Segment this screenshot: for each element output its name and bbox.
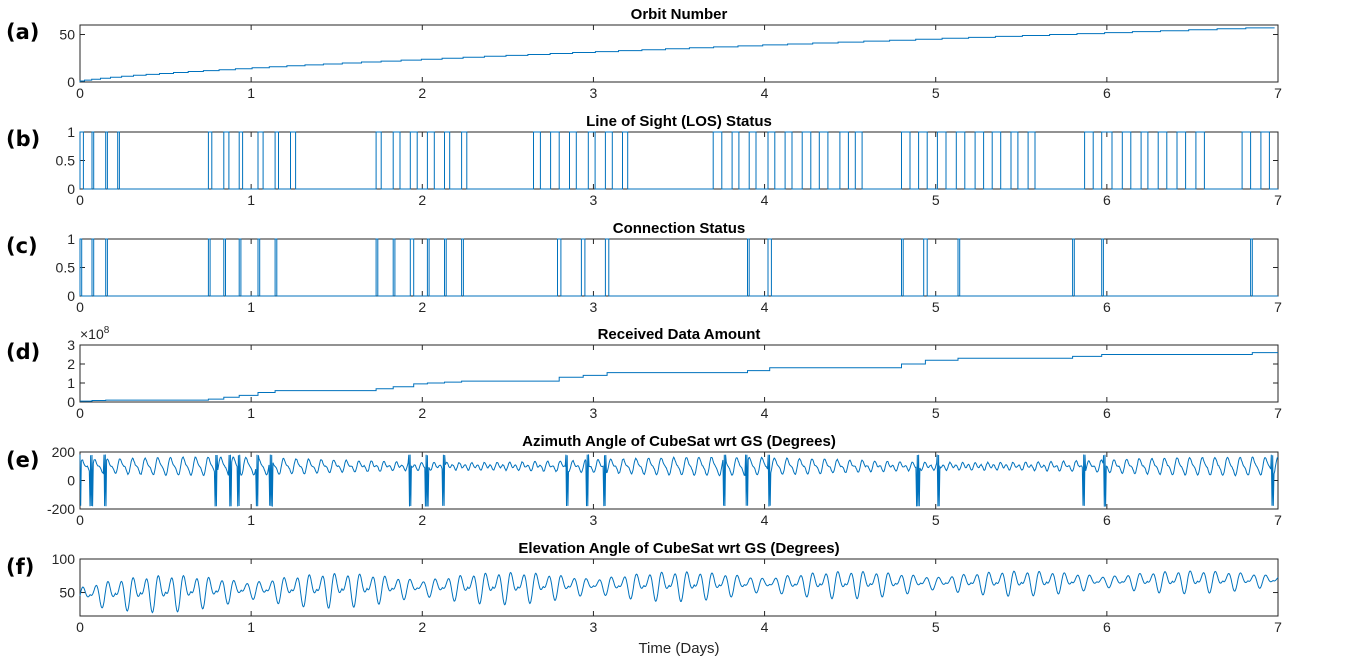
x-tick-label: 6 <box>1103 512 1111 528</box>
x-tick-label: 6 <box>1103 192 1111 208</box>
x-tick-label: 5 <box>932 619 940 635</box>
y-tick-label: -200 <box>47 501 75 517</box>
panel-letter: (e) <box>6 448 39 472</box>
y-tick-label: 0 <box>67 74 75 90</box>
y-exponent-label: ×108 <box>80 325 110 342</box>
x-tick-label: 6 <box>1103 299 1111 315</box>
x-tick-label: 3 <box>590 512 598 528</box>
y-tick-label: 0 <box>67 181 75 197</box>
x-tick-label: 1 <box>247 192 255 208</box>
y-tick-label: 3 <box>67 337 75 353</box>
axes-box <box>79 344 1279 403</box>
x-tick-label: 0 <box>76 512 84 528</box>
x-tick-label: 2 <box>418 512 426 528</box>
subplot-f: (f) Elevation Angle of CubeSat wrt GS (De… <box>6 540 1282 635</box>
x-tick-label: 7 <box>1274 512 1282 528</box>
x-tick-label: 4 <box>761 405 769 421</box>
x-tick-label: 0 <box>76 85 84 101</box>
x-tick-label: 4 <box>761 192 769 208</box>
axes-box <box>79 558 1279 617</box>
y-tick-label: 100 <box>52 551 76 567</box>
x-tick-label: 5 <box>932 85 940 101</box>
plot-title: Connection Status <box>613 220 746 237</box>
x-tick-label: 2 <box>418 192 426 208</box>
x-tick-label: 2 <box>418 85 426 101</box>
x-tick-label: 1 <box>247 512 255 528</box>
x-tick-label: 3 <box>590 405 598 421</box>
x-tick-label: 4 <box>761 512 769 528</box>
x-tick-label: 1 <box>247 405 255 421</box>
data-line <box>79 27 1275 82</box>
x-tick-label: 6 <box>1103 85 1111 101</box>
x-tick-label: 2 <box>418 405 426 421</box>
panel-letter: (b) <box>6 127 40 151</box>
x-tick-label: 1 <box>247 85 255 101</box>
x-tick-label: 5 <box>932 405 940 421</box>
panel-letter: (c) <box>6 234 38 258</box>
subplot-a: (a) Orbit Number 0 1 2 3 4 5 6 7 0 50 <box>6 6 1282 101</box>
y-tick-label: 0 <box>67 473 75 489</box>
subplot-e: (e) Azimuth Angle of CubeSat wrt GS (Degr… <box>6 433 1282 528</box>
y-tick-label: 0 <box>67 288 75 304</box>
subplot-c: (c) Connection Status 0 1 2 3 4 5 6 7 0 0.5 1 <box>6 220 1282 315</box>
x-tick-label: 1 <box>247 619 255 635</box>
x-tick-label: 7 <box>1274 619 1282 635</box>
y-tick-label: 1 <box>67 231 75 247</box>
x-tick-label: 0 <box>76 619 84 635</box>
y-tick-label: 1 <box>67 375 75 391</box>
plot-title: Received Data Amount <box>598 326 761 343</box>
axes-box <box>79 24 1279 83</box>
x-tick-label: 4 <box>761 299 769 315</box>
y-tick-label: 200 <box>52 444 76 460</box>
plot-title: Azimuth Angle of CubeSat wrt GS (Degrees… <box>522 433 836 450</box>
x-tick-label: 0 <box>76 192 84 208</box>
x-tick-label: 5 <box>932 299 940 315</box>
x-tick-label: 3 <box>590 85 598 101</box>
x-tick-label: 5 <box>932 512 940 528</box>
x-tick-label: 7 <box>1274 192 1282 208</box>
x-tick-label: 6 <box>1103 405 1111 421</box>
data-line <box>79 570 1279 614</box>
x-tick-label: 4 <box>761 619 769 635</box>
data-line <box>79 238 1278 297</box>
plot-title: Orbit Number <box>631 6 728 23</box>
y-tick-label: 50 <box>59 585 75 601</box>
data-line <box>80 352 1278 402</box>
x-tick-label: 3 <box>590 619 598 635</box>
x-tick-label: 0 <box>76 299 84 315</box>
x-tick-label: 0 <box>76 405 84 421</box>
y-tick-label: 2 <box>67 356 75 372</box>
y-tick-label: 1 <box>67 124 75 140</box>
x-tick-label: 3 <box>590 192 598 208</box>
x-axis-label: Time (Days) <box>638 640 719 657</box>
x-tick-label: 1 <box>247 299 255 315</box>
panel-letter: (f) <box>6 555 34 579</box>
data-line <box>79 454 1279 507</box>
x-tick-label: 2 <box>418 299 426 315</box>
x-tick-label: 5 <box>932 192 940 208</box>
panel-letter: (a) <box>6 20 39 44</box>
x-tick-label: 7 <box>1274 85 1282 101</box>
x-tick-label: 7 <box>1274 405 1282 421</box>
x-tick-label: 6 <box>1103 619 1111 635</box>
y-tick-label: 0.5 <box>56 260 76 276</box>
data-line <box>79 131 1278 190</box>
y-tick-label: 0 <box>67 394 75 410</box>
x-tick-label: 3 <box>590 299 598 315</box>
x-tick-label: 7 <box>1274 299 1282 315</box>
panel-letter: (d) <box>6 340 40 364</box>
y-tick-label: 0.5 <box>56 153 76 169</box>
plot-title: Elevation Angle of CubeSat wrt GS (Degre… <box>518 540 839 557</box>
plot-title: Line of Sight (LOS) Status <box>586 113 772 130</box>
x-tick-label: 4 <box>761 85 769 101</box>
axes-box <box>79 131 1279 190</box>
x-tick-label: 2 <box>418 619 426 635</box>
subplot-b: (b) Line of Sight (LOS) Status 0 1 2 3 4 5 6 7 0 0.… <box>6 113 1282 208</box>
y-tick-label: 50 <box>59 27 75 43</box>
